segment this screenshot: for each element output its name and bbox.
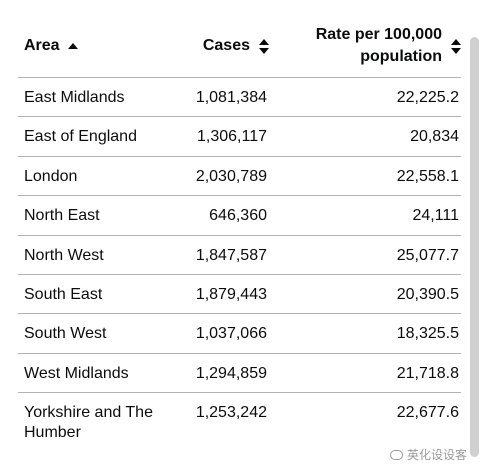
cell-rate: 22,677.6 (396, 404, 459, 422)
table-row: Yorkshire and The Humber 1,253,242 22,67… (18, 393, 461, 448)
table-row: North East 646,360 24,111 (18, 196, 461, 236)
cell-cases: 1,253,242 (195, 404, 267, 422)
column-label-cases: Cases (202, 37, 250, 54)
cell-rate: 24,111 (412, 207, 459, 225)
watermark: 英化设设客 (390, 446, 467, 463)
cell-cases: 646,360 (209, 207, 267, 225)
cell-cases: 1,306,117 (197, 128, 267, 146)
wechat-icon (390, 449, 403, 460)
cell-rate: 21,718.8 (396, 364, 459, 382)
column-label-rate-line2: population (360, 48, 442, 65)
cell-area: Yorkshire and The Humber (24, 404, 153, 442)
vertical-scrollbar[interactable] (470, 37, 479, 457)
cell-cases: 2,030,789 (195, 167, 267, 185)
table-row: South East 1,879,443 20,390.5 (18, 275, 461, 315)
sort-both-icon (259, 38, 269, 54)
watermark-text: 英化设设客 (407, 448, 468, 462)
cell-rate: 25,077.7 (396, 246, 459, 264)
cell-cases: 1,081,384 (195, 89, 267, 106)
column-label-rate: Rate per 100,000 population (307, 24, 442, 68)
cell-rate: 22,558.1 (396, 167, 459, 185)
table-body: East Midlands 1,081,384 22,225.2 East of… (18, 78, 461, 448)
sort-ascending-icon (67, 43, 78, 49)
column-label-area: Area (24, 37, 60, 54)
cell-rate: 20,390.5 (396, 285, 459, 303)
data-table: Area Cases Rate per 100,000 population E… (18, 0, 461, 448)
table-row: East Midlands 1,081,384 22,225.2 (18, 78, 461, 118)
cell-rate: 22,225.2 (396, 89, 459, 106)
table-row: North West 1,847,587 25,077.7 (18, 236, 461, 275)
sort-both-icon (451, 38, 461, 54)
cell-area: London (24, 167, 78, 185)
cell-cases: 1,037,066 (195, 325, 267, 343)
column-header-rate[interactable]: Rate per 100,000 population (307, 24, 461, 68)
table-row: South West 1,037,066 18,325.5 (18, 314, 461, 354)
column-label-rate-line1: Rate per 100,000 (315, 26, 442, 43)
cell-area: South West (24, 325, 107, 343)
table-row: East of England 1,306,117 20,834 (18, 117, 461, 157)
cell-area: West Midlands (24, 364, 129, 382)
cell-cases: 1,294,859 (195, 364, 267, 382)
table-row: West Midlands 1,294,859 21,718.8 (18, 354, 461, 394)
cell-area: East Midlands (24, 89, 125, 106)
column-header-cases[interactable]: Cases (203, 35, 269, 57)
column-header-area[interactable]: Area (24, 35, 78, 57)
cell-area: North West (24, 246, 104, 264)
cell-area: North East (24, 207, 100, 225)
cell-area: East of England (24, 128, 137, 146)
table-header: Area Cases Rate per 100,000 population (18, 0, 461, 78)
cell-cases: 1,847,587 (195, 246, 267, 264)
cell-cases: 1,879,443 (195, 285, 267, 303)
cell-area: South East (24, 285, 103, 303)
cell-rate: 20,834 (410, 128, 459, 146)
table-row: London 2,030,789 22,558.1 (18, 157, 461, 197)
cell-rate: 18,325.5 (396, 325, 459, 343)
